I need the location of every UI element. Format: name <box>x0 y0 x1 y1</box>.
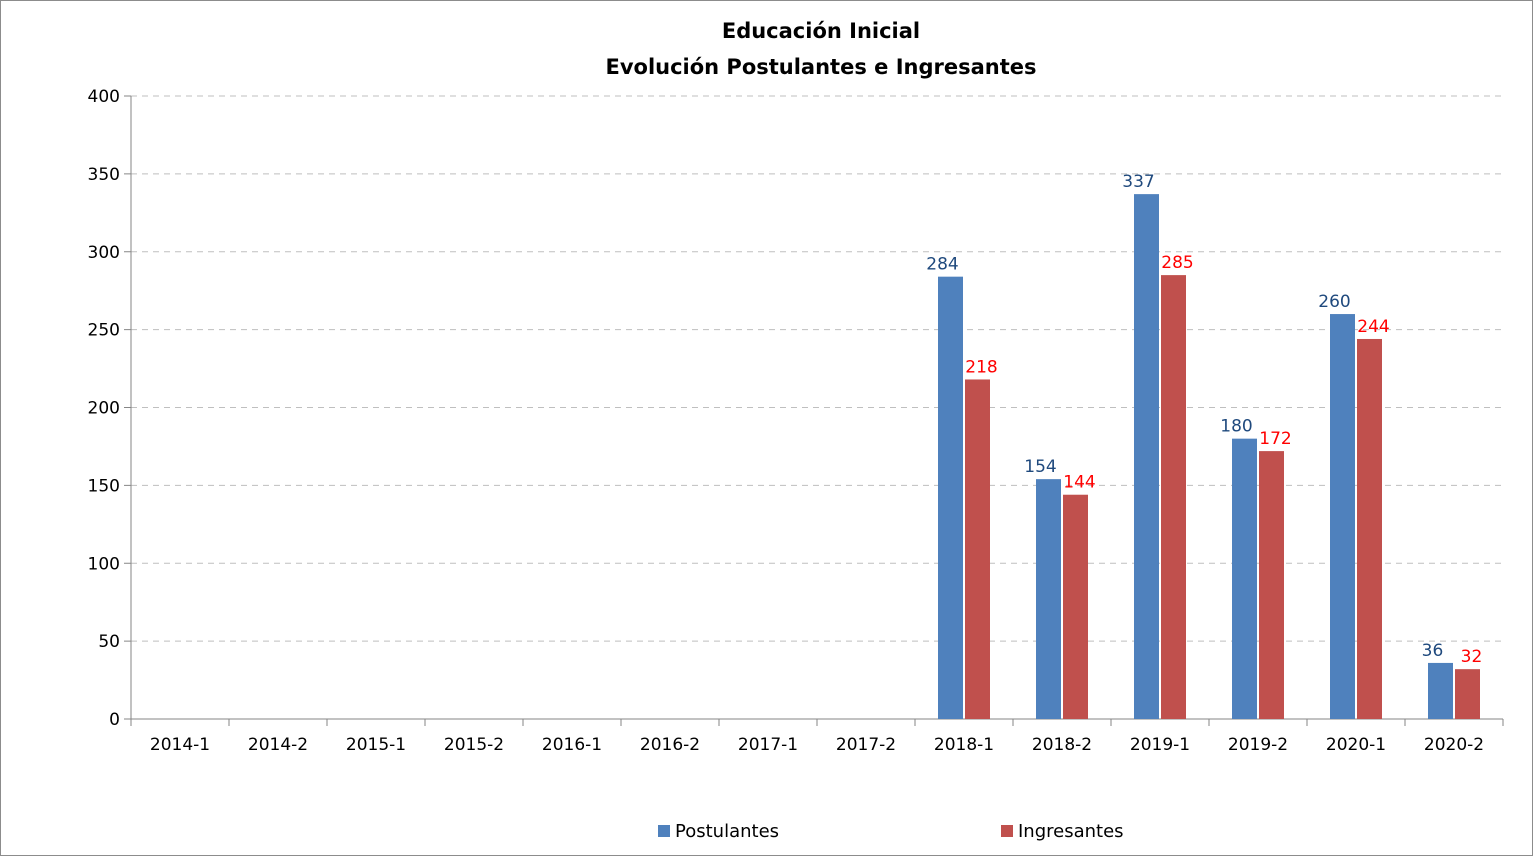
legend-label-ingresantes: Ingresantes <box>1018 821 1124 842</box>
gridlines <box>131 95 1503 642</box>
x-tick-label: 2020-1 <box>1326 735 1386 755</box>
data-label-postulantes: 284 <box>926 255 958 275</box>
data-label-postulantes: 180 <box>1220 417 1252 437</box>
bar-ingresantes <box>1063 494 1088 719</box>
x-tick-label: 2017-2 <box>836 735 896 755</box>
data-label-postulantes: 36 <box>1422 641 1444 661</box>
legend-label-postulantes: Postulantes <box>675 821 779 842</box>
x-tick-label: 2017-1 <box>738 735 798 755</box>
chart-title-line-1: Educación Inicial <box>722 19 920 43</box>
x-tick-label: 2016-1 <box>542 735 602 755</box>
x-tick-label: 2014-1 <box>150 735 210 755</box>
x-tick-label: 2019-2 <box>1228 735 1288 755</box>
data-label-postulantes: 337 <box>1122 172 1154 192</box>
x-tick-label: 2020-2 <box>1424 735 1484 755</box>
legend-swatch-ingresantes <box>1001 825 1013 837</box>
x-tick-label: 2015-1 <box>346 735 406 755</box>
bar-postulantes <box>1330 314 1355 719</box>
y-tick-label: 200 <box>88 399 120 419</box>
bars <box>938 194 1480 719</box>
y-tick-label: 300 <box>88 243 120 263</box>
data-labels: 284 218 154 144 337 285 180 172 260 244 36 32 <box>926 172 1482 667</box>
data-label-ingresantes: 172 <box>1259 429 1291 449</box>
bar-ingresantes <box>1455 669 1480 719</box>
y-tick-label: 50 <box>98 632 120 652</box>
x-tick-label: 2016-2 <box>640 735 700 755</box>
y-tick-label: 0 <box>109 710 120 730</box>
chart-title: Educación Inicial Evolución Postulantes … <box>605 19 1036 79</box>
chart-title-line-2: Evolución Postulantes e Ingresantes <box>605 55 1036 79</box>
y-tick-label: 250 <box>88 321 120 341</box>
y-tick-label: 350 <box>88 165 120 185</box>
x-tick-label: 2014-2 <box>248 735 308 755</box>
bar-postulantes <box>1428 662 1453 719</box>
bar-ingresantes <box>965 379 990 719</box>
bar-ingresantes <box>1259 451 1284 719</box>
x-tick-label: 2018-2 <box>1032 735 1092 755</box>
data-label-postulantes: 154 <box>1024 457 1056 477</box>
bar-postulantes <box>1036 479 1061 719</box>
data-label-postulantes: 260 <box>1318 292 1350 312</box>
axes: 0 50 100 150 200 250 300 350 400 2014-1 2014-2 2015… <box>88 87 1504 755</box>
bar-ingresantes <box>1161 275 1186 719</box>
data-label-ingresantes: 218 <box>965 357 997 377</box>
data-label-ingresantes: 244 <box>1357 317 1389 337</box>
legend: Postulantes Ingresantes <box>658 821 1124 842</box>
y-tick-label: 400 <box>88 87 120 107</box>
bar-postulantes <box>1134 194 1159 719</box>
legend-swatch-postulantes <box>658 825 670 837</box>
y-tick-label: 150 <box>88 476 120 496</box>
y-tick-label: 100 <box>88 554 120 574</box>
bar-postulantes <box>938 276 963 719</box>
bar-ingresantes <box>1357 338 1382 719</box>
data-label-ingresantes: 32 <box>1461 647 1483 667</box>
x-tick-label: 2015-2 <box>444 735 504 755</box>
bar-postulantes <box>1232 438 1257 719</box>
x-tick-label: 2018-1 <box>934 735 994 755</box>
data-label-ingresantes: 285 <box>1161 253 1193 273</box>
x-tick-label: 2019-1 <box>1130 735 1190 755</box>
data-label-ingresantes: 144 <box>1063 473 1095 493</box>
